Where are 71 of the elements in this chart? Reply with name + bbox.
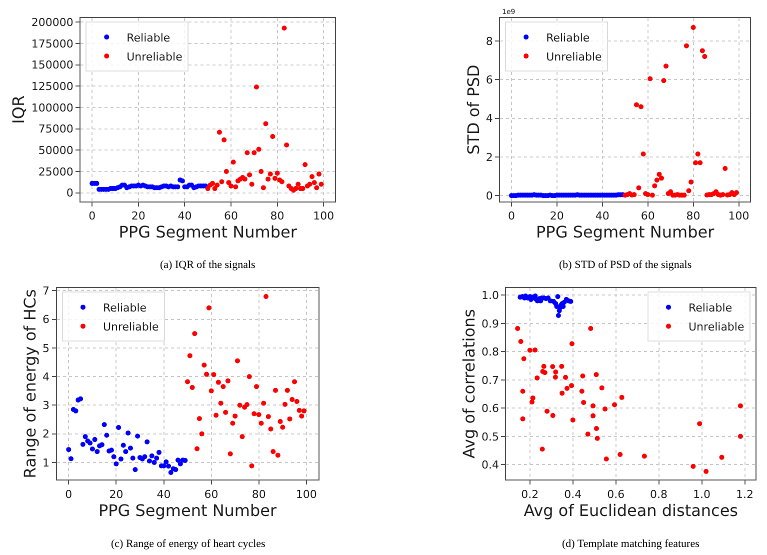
y-tick-label: 0.7 <box>482 374 500 387</box>
y-tick-label: 50000 <box>38 144 74 158</box>
y-tick-label: 7 <box>42 284 50 298</box>
legend-label: Reliable <box>126 31 170 44</box>
text: (a) IQR of the signals <box>160 259 256 271</box>
x-tick-label: 1.2 <box>736 488 754 501</box>
y-tick-label: 25000 <box>38 165 74 178</box>
y-tick-label: 0.4 <box>482 458 500 472</box>
x-tick-label: 20 <box>131 210 146 223</box>
x-tick-label: 1.0 <box>693 488 711 501</box>
x-tick-label: 0 <box>508 210 515 223</box>
legend-label: Unreliable <box>126 50 183 64</box>
y-tick-label: 200000 <box>31 16 74 29</box>
y-tick-label: 1 <box>42 456 50 470</box>
x-tick-label: 20 <box>109 488 124 501</box>
text: (b) STD of PSD of the signals <box>559 259 692 271</box>
x-axis-title: Avg of Euclidean distances <box>524 500 738 520</box>
x-tick-label: 40 <box>156 488 171 501</box>
y-axis-title: STD of PSD <box>464 64 483 155</box>
x-tick-label: 0.8 <box>650 488 668 501</box>
y-tick-label: 3 <box>42 399 50 412</box>
y-tick-label: 5 <box>42 342 50 355</box>
x-tick-label: 80 <box>252 488 266 501</box>
y-tick-label: 2 <box>42 428 50 441</box>
y-tick-label: 0.9 <box>482 317 500 330</box>
legend-label: Reliable <box>102 301 147 314</box>
text: (c) Range of energy of heart cycles <box>111 538 266 550</box>
x-tick-label: 40 <box>595 210 610 223</box>
legend-label: Unreliable <box>102 320 159 334</box>
y-tick-label: 0 <box>66 186 74 200</box>
x-tick-label: 0.2 <box>521 488 539 501</box>
y-tick-label: 75000 <box>38 122 74 136</box>
y-tick-label: 4 <box>486 112 493 126</box>
y-tick-label: 100000 <box>31 101 74 114</box>
y-tick-label: 150000 <box>31 58 74 72</box>
x-tick-label: 60 <box>224 210 238 223</box>
x-tick-label: 80 <box>270 210 284 223</box>
x-tick-label: 40 <box>178 210 192 223</box>
y-axis-title: Avg of correlations <box>459 309 478 458</box>
y-tick-label: 8 <box>486 34 493 48</box>
x-tick-label: 0.4 <box>564 488 582 501</box>
y-tick-label: 4 <box>42 370 50 384</box>
x-tick-label: 100 <box>313 210 334 223</box>
y-tick-label: 0.8 <box>482 346 500 359</box>
x-tick-label: 0 <box>88 210 96 223</box>
x-tick-label: 0.6 <box>607 488 625 501</box>
y-tick-label: 2 <box>486 150 493 164</box>
y-axis-title: IQR <box>9 95 28 124</box>
y-tick-label: 1.0 <box>482 289 500 302</box>
x-tick-label: 20 <box>550 210 564 223</box>
x-tick-label: 60 <box>204 488 218 501</box>
y-tick-label: 0.5 <box>482 430 500 444</box>
x-tick-label: 100 <box>728 210 750 223</box>
text: (d) Template matching features <box>562 538 700 550</box>
y-tick-label: 175000 <box>31 37 74 50</box>
x-axis-title: PPG Segment Number <box>118 222 298 242</box>
legend-label: Reliable <box>688 301 732 314</box>
y-tick-label: 0 <box>486 189 493 202</box>
x-tick-label: 60 <box>640 210 655 223</box>
legend-label: Unreliable <box>546 50 602 64</box>
x-axis-title: PPG Segment Number <box>536 222 715 242</box>
legend-label: Unreliable <box>688 320 744 334</box>
x-tick-label: 80 <box>686 210 700 223</box>
y-tick-label: 0.6 <box>482 402 500 416</box>
y-tick-label: 125000 <box>31 80 74 93</box>
y-tick-label: 6 <box>42 313 50 326</box>
legend-label: Reliable <box>546 31 590 44</box>
y-axis-title: Range of energy of HCs <box>20 289 40 478</box>
y-tick-label: 6 <box>486 74 493 87</box>
x-axis-title: PPG Segment Number <box>98 500 278 520</box>
x-tick-label: 100 <box>296 488 317 501</box>
